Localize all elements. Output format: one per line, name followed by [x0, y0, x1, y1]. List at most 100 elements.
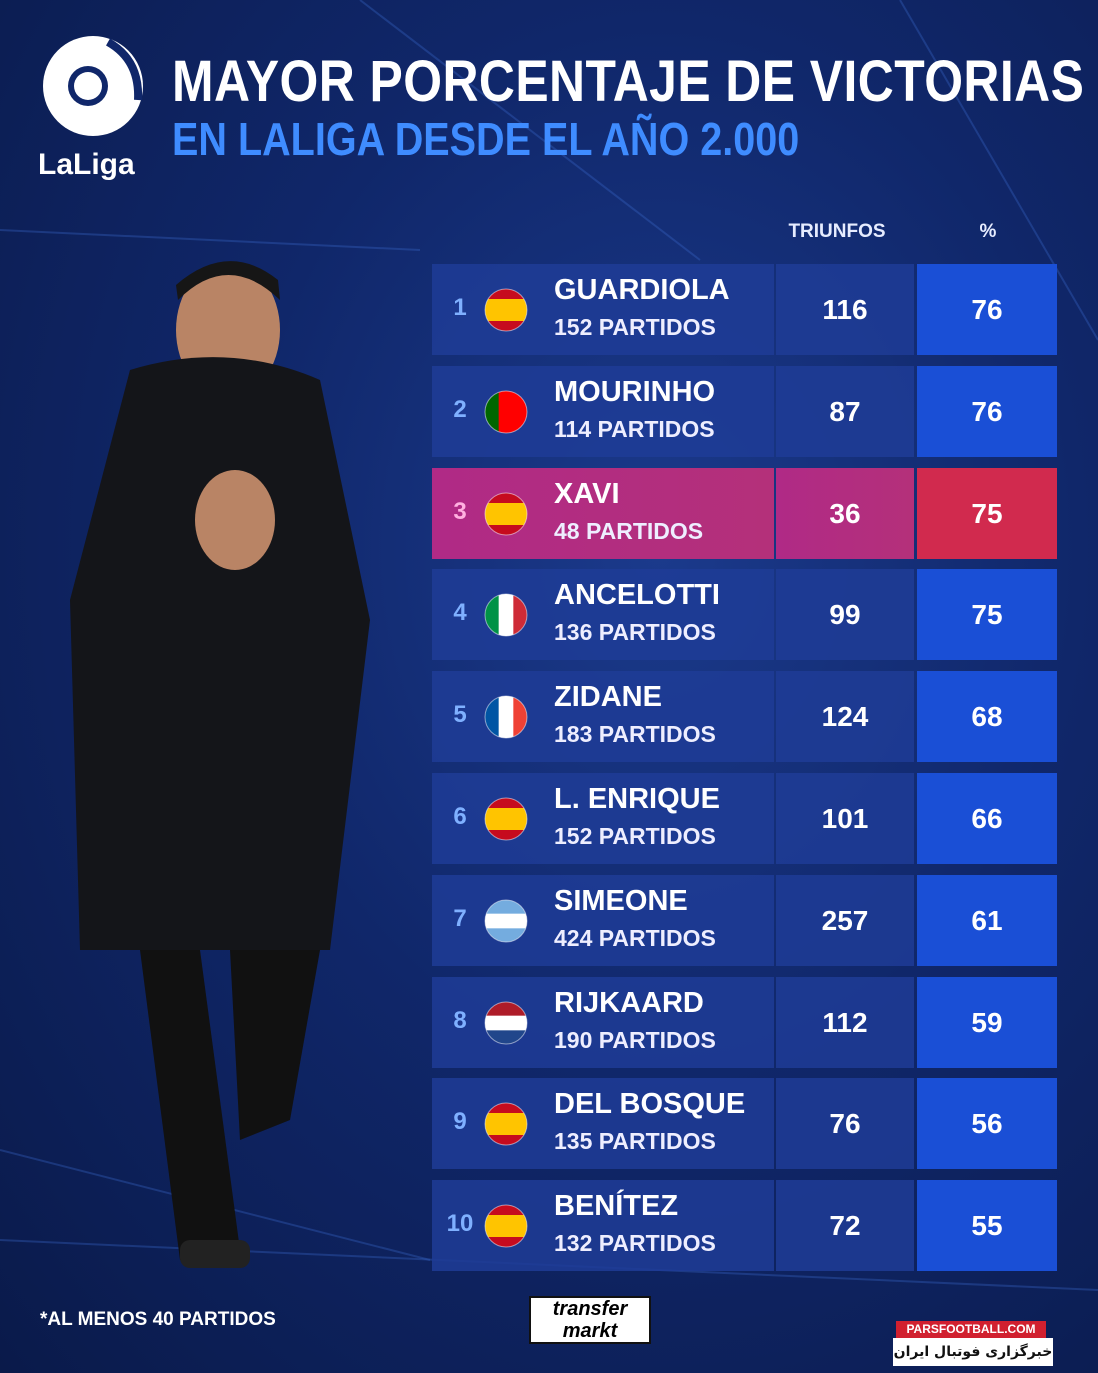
wins-cell: 112 [776, 976, 914, 1068]
wins-cell: 124 [776, 671, 914, 763]
table-row: 9 DEL BOSQUE 135 PARTIDOS 76 56 [432, 1078, 1057, 1170]
matches: 132 PARTIDOS [554, 1230, 716, 1257]
brand-text: transfer markt [552, 1298, 628, 1342]
pct-cell: 76 [917, 264, 1057, 355]
table-row: 4 ANCELOTTI 136 PARTIDOS 99 75 [432, 569, 1057, 661]
pct-cell: 68 [917, 671, 1057, 763]
title: MAYOR PORCENTAJE DE VICTORIAS [172, 49, 1085, 114]
rank: 6 [453, 803, 467, 830]
pct-cell: 55 [917, 1180, 1057, 1272]
subtitle: EN LALIGA DESDE EL AÑO 2.000 [172, 113, 800, 165]
matches: 135 PARTIDOS [554, 1128, 716, 1155]
brand-logo: transfer markt [529, 1296, 651, 1344]
name-cell: 6 L. ENRIQUE 152 PARTIDOS [432, 773, 774, 864]
name-cell: 7 SIMEONE 424 PARTIDOS [432, 874, 774, 966]
win-pct: 76 [971, 294, 1003, 325]
coach-name: RIJKAARD [554, 986, 704, 1019]
pct-cell: 59 [917, 976, 1057, 1068]
flag [484, 288, 528, 332]
pct-cell: 76 [917, 365, 1057, 457]
flag [484, 1204, 528, 1248]
win-pct: 55 [971, 1210, 1003, 1242]
win-pct: 56 [971, 1108, 1003, 1140]
rank: 1 [453, 294, 467, 321]
logo-text: LaLiga [38, 148, 135, 181]
table-row: 3 XAVI 48 PARTIDOS 36 75 [432, 467, 1057, 559]
flag [484, 1102, 528, 1146]
win-pct: 66 [971, 803, 1003, 834]
win-pct: 75 [971, 599, 1003, 631]
rank: 4 [453, 599, 467, 627]
matches: 183 PARTIDOS [554, 721, 716, 748]
column-header: % [979, 221, 997, 242]
wins-cell: 116 [776, 264, 914, 355]
rank: 3 [453, 497, 467, 525]
matches: 48 PARTIDOS [554, 517, 704, 544]
pct-cell: 66 [917, 773, 1057, 864]
win-pct: 61 [971, 904, 1003, 936]
wins-cell: 87 [776, 365, 914, 457]
name-cell: 2 MOURINHO 114 PARTIDOS [432, 365, 774, 457]
table-row: 5 ZIDANE 183 PARTIDOS 124 68 [432, 671, 1057, 763]
wins: 76 [829, 1108, 861, 1140]
matches: 136 PARTIDOS [554, 619, 716, 646]
rank: 7 [453, 904, 467, 932]
coach-name: BENÍTEZ [554, 1190, 679, 1223]
pct-cell: 75 [917, 569, 1057, 661]
coach-name: SIMEONE [554, 884, 688, 917]
rank: 10 [446, 1210, 474, 1238]
name-cell: 1 GUARDIOLA 152 PARTIDOS [432, 264, 774, 355]
wins-cell: 76 [776, 1078, 914, 1170]
name-cell: 10 BENÍTEZ 132 PARTIDOS [432, 1180, 774, 1272]
table-row: 7 SIMEONE 424 PARTIDOS 257 61 [432, 874, 1057, 966]
pct-cell: 61 [917, 874, 1057, 966]
laliga-logo [43, 36, 143, 136]
matches: 424 PARTIDOS [554, 924, 716, 951]
footnote: *AL MENOS 40 PARTIDOS [40, 1309, 276, 1330]
coach-name: ZIDANE [554, 681, 662, 714]
wins-cell: 101 [776, 773, 914, 864]
rank: 2 [453, 395, 467, 423]
name-cell: 8 RIJKAARD 190 PARTIDOS [432, 976, 774, 1068]
matches: 190 PARTIDOS [554, 1026, 716, 1053]
win-pct: 76 [971, 395, 1003, 427]
coach-name: DEL BOSQUE [554, 1088, 746, 1121]
win-pct: 59 [971, 1006, 1003, 1038]
matches: 152 PARTIDOS [554, 823, 716, 849]
flag [484, 390, 528, 434]
pct-cell: 56 [917, 1078, 1057, 1170]
rank: 5 [453, 701, 467, 729]
wins: 99 [829, 599, 861, 631]
name-cell: 4 ANCELOTTI 136 PARTIDOS [432, 569, 774, 661]
table-row: 10 BENÍTEZ 132 PARTIDOS 72 55 [432, 1180, 1057, 1272]
column-header: TRIUNFOS [788, 221, 886, 242]
wins: 101 [821, 803, 869, 834]
wins: 72 [829, 1210, 861, 1242]
wins: 257 [821, 904, 869, 936]
win-pct: 68 [971, 701, 1003, 733]
flag [484, 593, 528, 637]
coach-name: GUARDIOLA [554, 274, 730, 306]
watermark-site: PARSFOOTBALL.COM [896, 1321, 1046, 1338]
watermark-text: خبرگزاری فوتبال ایران [893, 1338, 1053, 1366]
flag [484, 492, 528, 536]
matches: 152 PARTIDOS [554, 314, 716, 340]
coach-name: ANCELOTTI [554, 579, 720, 612]
name-cell: 9 DEL BOSQUE 135 PARTIDOS [432, 1078, 774, 1170]
coach-name: MOURINHO [554, 375, 716, 408]
table-row: 1 GUARDIOLA 152 PARTIDOS 116 76 [432, 264, 1057, 355]
wins: 36 [829, 497, 861, 529]
wins: 124 [821, 701, 869, 733]
coach-name: L. ENRIQUE [554, 783, 720, 815]
pct-cell: 75 [917, 467, 1057, 559]
wins-cell: 72 [776, 1180, 914, 1272]
wins: 112 [822, 1006, 868, 1038]
wins: 116 [822, 294, 868, 325]
name-cell: 3 XAVI 48 PARTIDOS [432, 467, 774, 559]
rank: 8 [453, 1006, 467, 1034]
coach-name: XAVI [554, 477, 620, 510]
win-pct: 75 [971, 497, 1003, 529]
table-row: 8 RIJKAARD 190 PARTIDOS 112 59 [432, 976, 1057, 1068]
